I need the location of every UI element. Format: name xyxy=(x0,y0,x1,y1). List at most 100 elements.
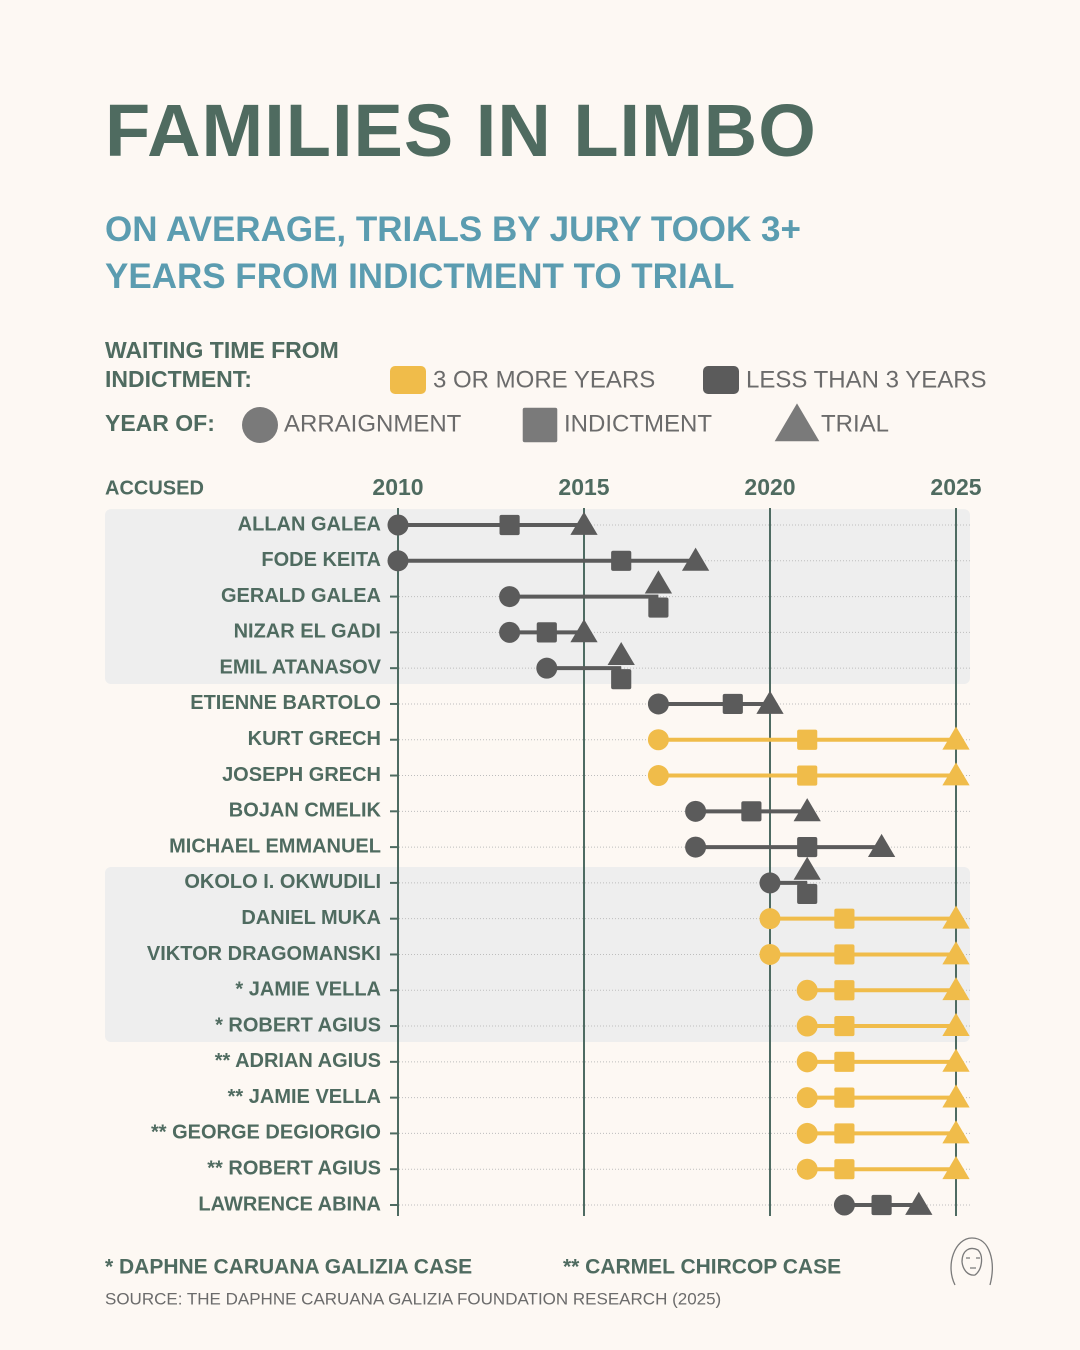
marker-circle xyxy=(759,943,781,965)
marker-circle xyxy=(387,550,409,572)
marker-triangle xyxy=(905,1191,933,1215)
marker-square xyxy=(797,765,818,786)
marker-triangle xyxy=(942,1120,970,1144)
marker-square xyxy=(834,980,855,1001)
row-label: NIZAR EL GADI xyxy=(234,621,381,643)
legend-label: INDICTMENT xyxy=(564,410,712,437)
legend-label: TRIAL xyxy=(821,410,889,437)
legend-label: ARRAIGNMENT xyxy=(284,410,462,437)
marker-circle xyxy=(796,1158,818,1180)
title: FAMILIES IN LIMBO xyxy=(105,89,817,172)
row-axis-label: ACCUSED xyxy=(105,477,204,499)
footnote: ** CARMEL CHIRCOP CASE xyxy=(563,1256,841,1279)
row-label: ALLAN GALEA xyxy=(238,513,381,535)
x-tick-label: 2010 xyxy=(372,474,423,500)
row-label: ** JAMIE VELLA xyxy=(228,1086,381,1108)
legend-swatch xyxy=(390,366,426,394)
marker-triangle xyxy=(570,511,598,535)
marker-square xyxy=(834,1123,855,1144)
marker-triangle xyxy=(942,1048,970,1072)
marker-circle xyxy=(759,872,781,894)
marker-triangle xyxy=(793,798,821,822)
marker-triangle xyxy=(774,403,820,442)
row-label: OKOLO I. OKWUDILI xyxy=(184,871,381,893)
x-tick-label: 2025 xyxy=(930,474,981,500)
marker-triangle xyxy=(942,1156,970,1180)
marker-circle xyxy=(499,586,521,608)
marker-circle xyxy=(499,621,521,643)
row-label: ** GEORGE DEGIORGIO xyxy=(151,1122,381,1144)
marker-square xyxy=(797,729,818,750)
marker-square xyxy=(871,1194,892,1216)
marker-square xyxy=(834,908,855,929)
row-label: * ROBERT AGIUS xyxy=(215,1014,381,1036)
marker-square xyxy=(834,1051,855,1072)
marker-triangle xyxy=(793,856,821,880)
marker-triangle xyxy=(607,641,635,666)
row-label: GERALD GALEA xyxy=(221,585,381,607)
footnote: * DAPHNE CARUANA GALIZIA CASE xyxy=(105,1256,472,1279)
row-label: VIKTOR DRAGOMANSKI xyxy=(147,943,381,965)
row-label: JOSEPH GRECH xyxy=(222,764,381,786)
row-label: KURT GRECH xyxy=(248,728,381,750)
marker-triangle xyxy=(681,547,710,571)
legend-swatch xyxy=(703,366,739,394)
legend-label: LESS THAN 3 YEARS xyxy=(746,366,987,393)
row-label: ETIENNE BARTOLO xyxy=(190,692,381,714)
marker-circle xyxy=(833,1194,855,1216)
row-label: BOJAN CMELIK xyxy=(229,800,382,822)
marker-circle xyxy=(759,908,781,930)
marker-triangle xyxy=(942,1012,970,1036)
row-label: EMIL ATANASOV xyxy=(220,656,382,678)
marker-triangle xyxy=(942,726,970,750)
legend-label: 3 OR MORE YEARS xyxy=(433,366,655,393)
marker-square xyxy=(834,944,855,965)
marker-circle xyxy=(685,800,707,822)
row-label: MICHAEL EMMANUEL xyxy=(169,835,381,857)
marker-triangle xyxy=(644,570,673,594)
x-tick-label: 2020 xyxy=(744,474,795,500)
group-legend-title: WAITING TIME FROM INDICTMENT: xyxy=(105,337,339,392)
marker-circle xyxy=(796,1122,818,1144)
marker-square xyxy=(611,669,632,690)
marker-circle xyxy=(647,765,669,787)
marker-square xyxy=(797,883,818,904)
logo xyxy=(950,1237,993,1286)
marker-circle xyxy=(796,1015,818,1037)
marker-square xyxy=(648,597,669,618)
marker-circle xyxy=(685,836,707,858)
marker-square xyxy=(536,622,557,643)
marker-square xyxy=(834,1087,855,1108)
row-label: LAWRENCE ABINA xyxy=(198,1193,381,1215)
marker-circle xyxy=(796,1087,818,1109)
marker-square xyxy=(722,693,743,715)
row-label: ** ADRIAN AGIUS xyxy=(215,1050,381,1072)
marker-circle xyxy=(647,693,669,715)
row-label: DANIEL MUKA xyxy=(241,907,381,929)
row-label: ** ROBERT AGIUS xyxy=(207,1157,381,1179)
marker-triangle xyxy=(570,619,598,643)
marker-circle xyxy=(242,407,278,443)
source: SOURCE: THE DAPHNE CARUANA GALIZIA FOUND… xyxy=(105,1289,721,1308)
marker-square xyxy=(797,837,818,858)
marker-triangle xyxy=(867,833,896,858)
marker-circle xyxy=(536,657,558,679)
marker-square xyxy=(834,1015,855,1037)
marker-square xyxy=(834,1159,855,1180)
marker-circle xyxy=(647,729,669,751)
marker-circle xyxy=(796,979,818,1001)
x-tick-label: 2015 xyxy=(558,474,609,500)
marker-circle xyxy=(387,514,409,536)
marker-square xyxy=(499,514,520,536)
symbol-legend-title: YEAR OF: xyxy=(105,410,215,436)
marker-circle xyxy=(796,1051,818,1073)
marker-triangle xyxy=(942,977,970,1001)
marker-triangle xyxy=(942,905,970,929)
marker-square xyxy=(741,801,762,822)
marker-square xyxy=(611,550,632,571)
row-label: * JAMIE VELLA xyxy=(235,979,381,1001)
marker-triangle xyxy=(942,1084,970,1108)
subtitle: ON AVERAGE, TRIALS BY JURY TOOK 3+ YEARS… xyxy=(105,210,801,296)
